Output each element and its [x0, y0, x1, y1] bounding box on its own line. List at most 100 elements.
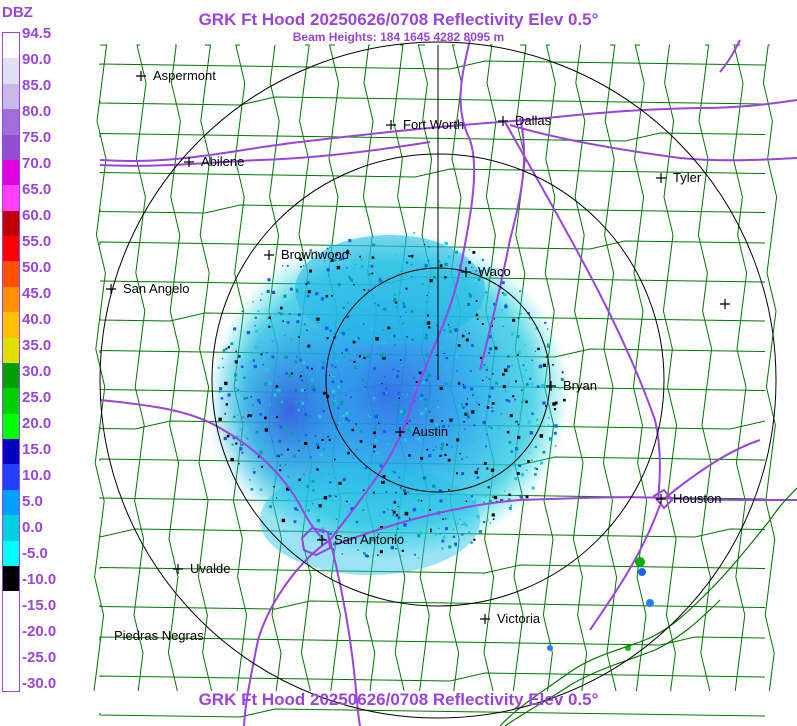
echo-pixel — [400, 359, 402, 361]
echo-pixel — [516, 335, 520, 338]
echo-pixel — [504, 389, 508, 393]
echo-pixel — [337, 283, 341, 287]
echo-pixel — [295, 338, 297, 341]
echo-pixel — [350, 396, 352, 399]
legend-swatch — [3, 58, 19, 84]
echo-pixel — [508, 441, 512, 444]
echo-pixel — [478, 444, 480, 447]
echo-pixel — [542, 363, 547, 367]
echo-pixel — [485, 368, 488, 371]
echo-pixel — [426, 448, 429, 451]
echo-pixel — [527, 420, 531, 424]
echo-pixel — [525, 495, 529, 499]
echo-pixel — [236, 435, 240, 439]
echo-pixel — [257, 310, 260, 312]
echo-pixel — [279, 425, 283, 429]
echo-pixel — [476, 514, 480, 518]
echo-pixel — [382, 354, 385, 358]
echo-pixel — [410, 254, 414, 258]
echo-pixel — [286, 487, 290, 491]
echo-pixel — [443, 532, 446, 535]
echo-pixel — [268, 325, 271, 328]
echo-pixel — [252, 359, 255, 362]
echo-pixel — [472, 394, 475, 397]
echo-pixel — [502, 373, 505, 376]
echo-pixel — [494, 346, 498, 350]
echo-pixel — [364, 466, 367, 469]
echo-pixel — [483, 363, 486, 366]
echo-pixel — [407, 428, 411, 432]
echo-pixel — [531, 359, 533, 361]
legend-swatch — [3, 388, 19, 414]
echo-pixel — [329, 481, 332, 484]
echo-pixel — [282, 320, 284, 322]
echo-pixel — [297, 313, 301, 317]
echo-pixel — [509, 414, 513, 418]
echo-pixel — [437, 260, 440, 263]
echo-pixel — [352, 457, 354, 460]
city-unnamed — [720, 299, 730, 309]
echo-pixel — [461, 524, 463, 526]
echo-pixel — [254, 324, 256, 327]
echo-pixel — [514, 398, 516, 401]
echo-pixel — [337, 385, 341, 389]
echo-pixel — [271, 355, 275, 359]
echo-pixel — [268, 382, 272, 385]
echo-pixel — [408, 419, 411, 422]
echo-pixel — [536, 424, 539, 426]
echo-pixel — [490, 468, 495, 472]
legend-label: 94.5 — [22, 25, 52, 42]
legend-label: 40.0 — [22, 311, 52, 328]
legend-swatch — [3, 109, 19, 135]
echo-pixel — [467, 272, 470, 275]
echo-pixel — [303, 323, 307, 326]
echo-pixel — [333, 400, 336, 403]
echo-pixel — [403, 408, 407, 412]
echo-pixel — [461, 457, 464, 460]
echo-pixel — [345, 250, 350, 254]
echo-pixel — [551, 424, 554, 426]
echo-pixel — [456, 472, 458, 475]
echo-pixel — [443, 329, 445, 331]
echo-pixel — [319, 452, 323, 456]
echo-pixel — [482, 379, 484, 382]
echo-pixel — [370, 538, 374, 542]
echo-pixel — [535, 418, 539, 422]
echo-pixel — [398, 397, 400, 399]
echo-pixel — [539, 434, 544, 438]
echo-pixel — [536, 468, 538, 470]
echo-pixel — [393, 402, 395, 404]
echo-pixel — [444, 517, 447, 520]
echo-pixel — [244, 434, 247, 438]
echo-pixel — [290, 372, 293, 375]
echo-pixel — [503, 292, 507, 297]
echo-pixel — [495, 381, 498, 385]
echo-pixel — [383, 307, 387, 312]
echo-pixel — [518, 464, 522, 468]
echo-pixel — [311, 480, 315, 483]
echo-pixel — [474, 470, 478, 475]
echo-pixel — [382, 475, 386, 478]
echo-pixel — [471, 266, 473, 268]
echo-pixel — [488, 399, 490, 402]
echo-pixel — [452, 535, 456, 538]
echo-pixel — [392, 514, 395, 516]
echo-pixel — [304, 442, 308, 446]
echo-pixel — [279, 312, 283, 316]
echo-pixel — [237, 390, 241, 393]
echo-pixel — [410, 264, 413, 266]
echo-pixel — [445, 527, 449, 531]
echo-pixel — [457, 464, 461, 468]
echo-pixel — [339, 253, 341, 256]
echo-pixel — [547, 416, 550, 419]
echo-pixel — [391, 470, 393, 472]
echo-pixel — [321, 527, 325, 531]
echo-pixel — [439, 454, 442, 457]
legend-swatch — [3, 210, 19, 236]
echo-pixel — [454, 542, 457, 546]
echo-pixel — [359, 274, 361, 276]
echo-pixel — [240, 365, 244, 369]
echo-pixel — [546, 328, 549, 330]
echo-pixel — [332, 394, 334, 396]
echo-pixel — [347, 419, 350, 422]
